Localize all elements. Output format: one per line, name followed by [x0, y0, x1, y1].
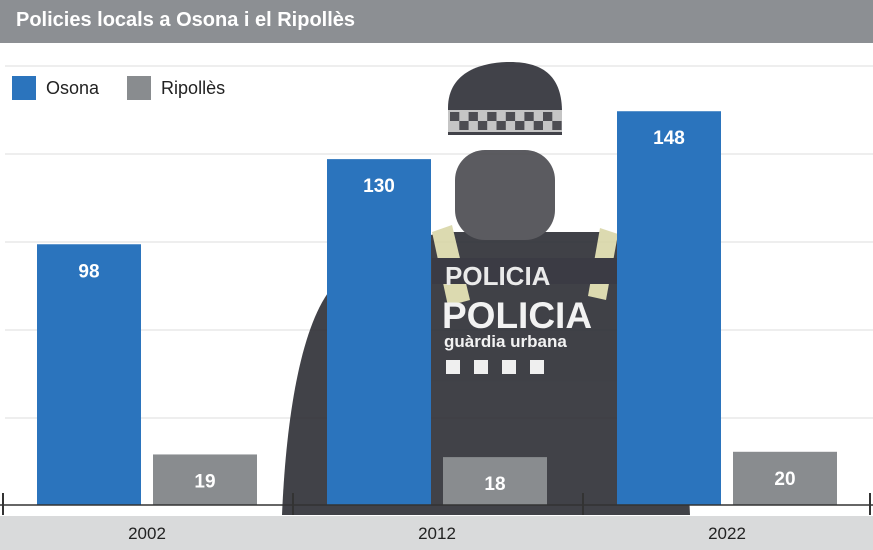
- checker-square: [524, 112, 534, 121]
- checker-square: [459, 121, 469, 130]
- checker-square: [552, 121, 562, 130]
- legend: Osona Ripollès: [12, 76, 253, 100]
- legend-swatch-osona: [12, 76, 36, 100]
- data-label: 130: [363, 176, 395, 197]
- patch-square: [474, 360, 488, 374]
- x-axis-band: [0, 516, 873, 550]
- chart-title: Policies locals a Osona i el Ripollès: [16, 9, 356, 31]
- jacket-band-text: POLICIA: [445, 261, 551, 291]
- patch-text: POLICIA: [442, 295, 592, 336]
- x-tick-label-2012: 2012: [418, 524, 456, 543]
- bar-osona-2002: [37, 244, 141, 505]
- patch-subtext: guàrdia urbana: [444, 332, 567, 351]
- legend-item-ripolles: Ripollès: [127, 76, 225, 100]
- patch-square: [502, 360, 516, 374]
- checker-square: [496, 121, 506, 130]
- x-axis: 2002 2012 2022: [0, 493, 873, 550]
- bar-osona-2012: [327, 159, 431, 505]
- x-tick-label-2022: 2022: [708, 524, 746, 543]
- checker-square: [468, 112, 478, 121]
- bars: 98 19 130 18 148 20: [37, 111, 837, 506]
- data-label: 18: [484, 474, 505, 495]
- patch-square: [530, 360, 544, 374]
- legend-label-osona: Osona: [46, 77, 100, 98]
- bar-osona-2022: [617, 111, 721, 506]
- jacket-band: [432, 258, 618, 284]
- data-label: 148: [653, 128, 685, 149]
- bar-ripolles-2022: [733, 451, 837, 505]
- checker-square: [450, 112, 460, 121]
- officer-neck: [455, 150, 555, 240]
- title-bar: Policies locals a Osona i el Ripollès: [0, 0, 873, 43]
- checker-square: [487, 112, 497, 121]
- checker-square: [505, 112, 516, 121]
- data-label: 20: [774, 469, 795, 490]
- x-tick-label-2002: 2002: [128, 524, 166, 543]
- data-label: 19: [194, 471, 215, 492]
- legend-swatch-ripolles: [127, 76, 152, 100]
- cap-checker-pattern: [450, 112, 562, 130]
- checker-square: [533, 121, 543, 130]
- legend-label-ripolles: Ripollès: [161, 77, 226, 98]
- bar-ripolles-2002: [153, 454, 257, 505]
- checker-square: [543, 112, 553, 121]
- checker-square: [515, 121, 525, 130]
- legend-item-osona: Osona: [12, 76, 99, 100]
- bar-ripolles-2012: [443, 457, 547, 505]
- checker-square: [477, 121, 488, 130]
- patch-square: [446, 360, 460, 374]
- data-label: 98: [78, 261, 99, 282]
